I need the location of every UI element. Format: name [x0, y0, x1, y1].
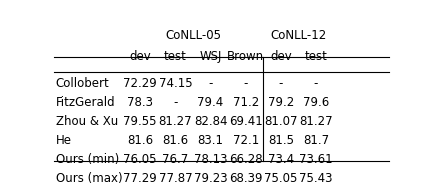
- Text: dev: dev: [129, 50, 151, 63]
- Text: 82.84: 82.84: [194, 115, 227, 128]
- Text: test: test: [305, 50, 327, 63]
- Text: 79.4: 79.4: [197, 96, 224, 109]
- Text: 81.27: 81.27: [299, 115, 333, 128]
- Text: 72.29: 72.29: [124, 77, 157, 90]
- Text: 73.61: 73.61: [299, 153, 333, 166]
- Text: 81.27: 81.27: [159, 115, 192, 128]
- Text: dev: dev: [270, 50, 292, 63]
- Text: 79.55: 79.55: [124, 115, 157, 128]
- Text: 68.39: 68.39: [229, 172, 262, 184]
- Text: -: -: [173, 96, 178, 109]
- Text: 77.29: 77.29: [124, 172, 157, 184]
- Text: -: -: [314, 77, 318, 90]
- Text: 73.4: 73.4: [268, 153, 294, 166]
- Text: 75.43: 75.43: [299, 172, 333, 184]
- Text: 72.1: 72.1: [232, 134, 259, 147]
- Text: 76.05: 76.05: [124, 153, 157, 166]
- Text: 78.13: 78.13: [194, 153, 227, 166]
- Text: WSJ: WSJ: [199, 50, 222, 63]
- Text: He: He: [56, 134, 72, 147]
- Text: Ours (min): Ours (min): [56, 153, 119, 166]
- Text: CoNLL-12: CoNLL-12: [270, 29, 327, 42]
- Text: CoNLL-05: CoNLL-05: [165, 29, 221, 42]
- Text: 71.2: 71.2: [232, 96, 259, 109]
- Text: 69.41: 69.41: [229, 115, 263, 128]
- Text: 78.3: 78.3: [127, 96, 153, 109]
- Text: 81.6: 81.6: [162, 134, 188, 147]
- Text: 77.87: 77.87: [159, 172, 192, 184]
- Text: test: test: [164, 50, 187, 63]
- Text: 83.1: 83.1: [197, 134, 223, 147]
- Text: Collobert: Collobert: [56, 77, 109, 90]
- Text: -: -: [208, 77, 213, 90]
- Text: 79.6: 79.6: [303, 96, 329, 109]
- Text: 79.23: 79.23: [194, 172, 227, 184]
- Text: 81.5: 81.5: [268, 134, 294, 147]
- Text: 74.15: 74.15: [159, 77, 192, 90]
- Text: 81.7: 81.7: [303, 134, 329, 147]
- Text: 76.7: 76.7: [162, 153, 188, 166]
- Text: Zhou & Xu: Zhou & Xu: [56, 115, 118, 128]
- Text: FitzGerald: FitzGerald: [56, 96, 115, 109]
- Text: 66.28: 66.28: [229, 153, 263, 166]
- Text: -: -: [279, 77, 283, 90]
- Text: 75.05: 75.05: [264, 172, 298, 184]
- Text: 81.6: 81.6: [127, 134, 153, 147]
- Text: 81.07: 81.07: [264, 115, 298, 128]
- Text: 79.2: 79.2: [268, 96, 294, 109]
- Text: Brown: Brown: [227, 50, 264, 63]
- Text: -: -: [244, 77, 248, 90]
- Text: Ours (max): Ours (max): [56, 172, 122, 184]
